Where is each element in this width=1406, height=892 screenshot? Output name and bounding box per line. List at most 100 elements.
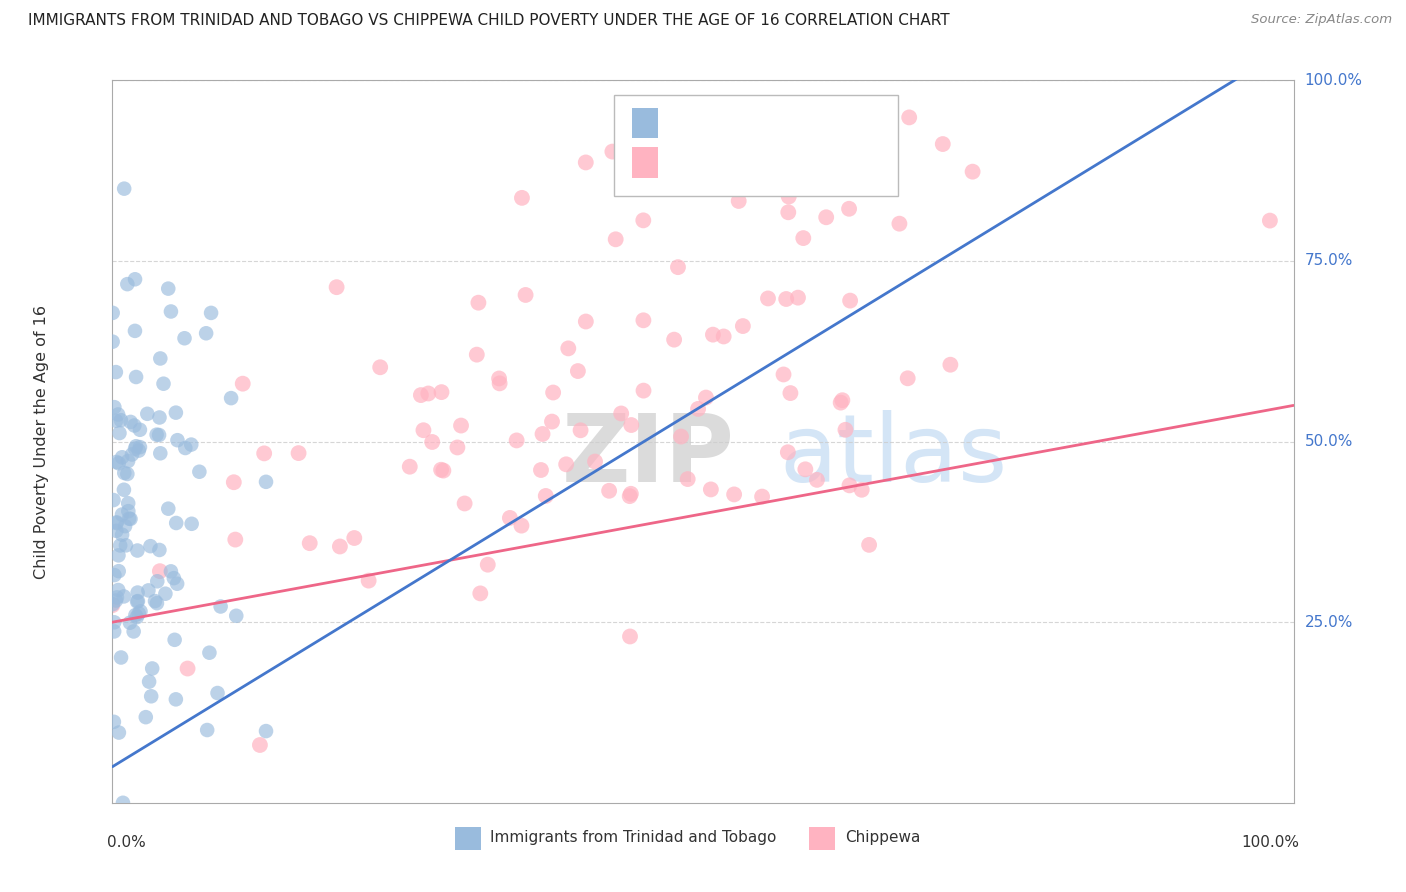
Point [149, 351, 172, 366]
Point [143, 594, 166, 608]
Point [107, 549, 129, 563]
Point [575, 314, 598, 328]
Text: 0.0%: 0.0% [107, 835, 145, 850]
Text: 75.0%: 75.0% [1305, 253, 1353, 268]
Point [530, 463, 553, 477]
Point [105, 516, 128, 530]
Point [103, 624, 125, 639]
Point [146, 574, 169, 589]
Point [124, 608, 146, 623]
Point [101, 334, 124, 349]
Point [101, 306, 124, 320]
Point [610, 407, 633, 421]
Point [110, 650, 132, 665]
Point [702, 327, 724, 342]
Point [108, 425, 131, 440]
Point [713, 329, 735, 343]
Point [633, 313, 655, 327]
Point [598, 483, 620, 498]
Point [465, 348, 488, 362]
Point [254, 475, 277, 489]
Point [541, 385, 564, 400]
Point [756, 292, 779, 306]
Point [467, 295, 489, 310]
Point [107, 408, 129, 422]
FancyBboxPatch shape [810, 827, 835, 850]
Point [104, 365, 127, 379]
Point [173, 331, 195, 345]
Point [695, 391, 717, 405]
Point [157, 282, 180, 296]
Point [772, 368, 794, 382]
Point [111, 450, 134, 465]
Point [534, 489, 557, 503]
Point [488, 376, 510, 391]
Point [103, 493, 125, 508]
Point [851, 483, 873, 497]
Point [176, 661, 198, 675]
FancyBboxPatch shape [456, 827, 481, 850]
Point [224, 533, 246, 547]
Point [124, 442, 146, 456]
Point [108, 725, 131, 739]
Text: Chippewa: Chippewa [845, 830, 920, 845]
Point [127, 543, 149, 558]
Point [343, 531, 366, 545]
Point [620, 487, 643, 501]
Point [432, 464, 454, 478]
Point [165, 406, 187, 420]
Text: 100.0%: 100.0% [1305, 73, 1362, 87]
Text: 100.0%: 100.0% [1241, 835, 1299, 850]
Point [569, 423, 592, 437]
Point [806, 473, 828, 487]
Point [839, 293, 862, 308]
Text: Source: ZipAtlas.com: Source: ZipAtlas.com [1251, 13, 1392, 27]
Point [146, 596, 169, 610]
Point [127, 594, 149, 608]
Point [619, 489, 641, 503]
Point [105, 414, 128, 428]
Point [731, 319, 754, 334]
FancyBboxPatch shape [614, 95, 898, 196]
Point [834, 423, 856, 437]
Point [207, 686, 229, 700]
Point [124, 324, 146, 338]
Point [149, 446, 172, 460]
Point [778, 205, 800, 219]
Point [794, 462, 817, 476]
Point [287, 446, 309, 460]
Point [477, 558, 499, 572]
Point [188, 465, 211, 479]
Point [129, 440, 152, 454]
Point [838, 202, 860, 216]
Point [107, 564, 129, 578]
Point [775, 292, 797, 306]
Point [897, 371, 920, 385]
Point [195, 723, 218, 737]
Point [105, 524, 128, 538]
Point [155, 587, 177, 601]
Point [118, 511, 141, 525]
Point [430, 463, 453, 477]
Point [446, 441, 468, 455]
Point [325, 280, 347, 294]
Point [127, 585, 149, 599]
Point [111, 527, 134, 541]
Point [107, 582, 129, 597]
Point [499, 511, 522, 525]
Point [103, 714, 125, 729]
Point [145, 427, 167, 442]
Point [412, 423, 434, 437]
Point [129, 604, 152, 618]
Point [148, 410, 170, 425]
Point [633, 213, 655, 227]
Point [830, 395, 852, 409]
Point [567, 364, 589, 378]
Point [232, 376, 254, 391]
Point [107, 456, 129, 470]
Point [110, 413, 132, 427]
Point [555, 458, 578, 472]
Point [125, 370, 148, 384]
Point [125, 610, 148, 624]
Point [163, 571, 186, 585]
